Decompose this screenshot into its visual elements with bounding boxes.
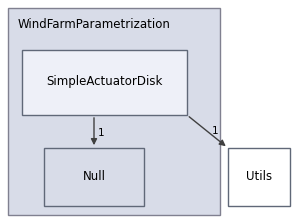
Text: 1: 1 [212,126,219,136]
Bar [44,148,144,206]
Bar [22,50,187,115]
Text: 1: 1 [98,128,105,138]
FancyArrowPatch shape [91,118,96,144]
Text: SimpleActuatorDisk: SimpleActuatorDisk [46,76,162,89]
FancyArrowPatch shape [189,117,224,145]
Text: Utils: Utils [246,171,272,184]
Text: Null: Null [83,171,106,184]
Bar [8,8,220,215]
Text: WindFarmParametrization: WindFarmParametrization [18,18,171,31]
Bar [228,148,290,206]
